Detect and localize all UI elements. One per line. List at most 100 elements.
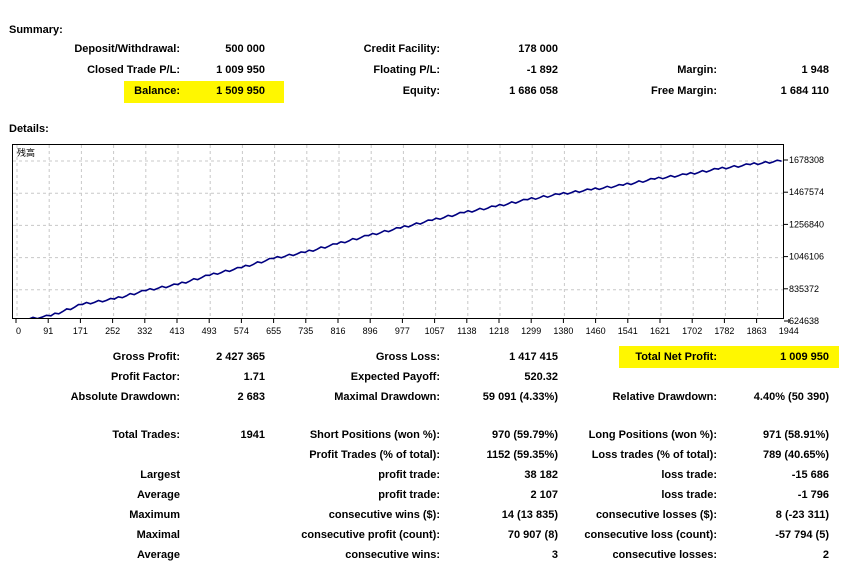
x-tick-label: 896 <box>363 326 378 336</box>
balance-point <box>494 205 497 208</box>
balance-point <box>590 188 592 191</box>
relative-drawdown-value: 4.40% (50 390) <box>753 391 829 403</box>
x-tick-label: 1460 <box>586 326 606 336</box>
y-tick-label: 835372 <box>789 284 819 294</box>
balance-point <box>50 315 52 317</box>
balance-point <box>145 289 147 292</box>
chart-title: 残高 <box>17 147 35 158</box>
balance-point <box>113 298 116 300</box>
x-tick-label: 1541 <box>618 326 638 336</box>
balance-point <box>463 211 465 214</box>
x-tick-label: 1863 <box>747 326 767 336</box>
balance-point <box>177 283 179 286</box>
balance-highlight <box>124 81 284 103</box>
balance-point <box>622 184 624 186</box>
deposit-label: Deposit/Withdrawal: <box>74 43 180 55</box>
x-tick-label: 1702 <box>682 326 702 336</box>
profit-trades-label: Profit Trades (% of total): <box>309 449 440 461</box>
row-left-label: Largest <box>140 469 180 481</box>
total-trades-label: Total Trades: <box>112 429 180 441</box>
x-tick-label: 1944 <box>779 326 799 336</box>
balance-point <box>336 243 338 245</box>
balance-point <box>526 198 529 201</box>
row-mid-label: consecutive wins: <box>345 549 440 561</box>
row-right-value: -57 794 (5) <box>775 529 829 541</box>
expected-payoff-value: 520.32 <box>524 371 558 383</box>
short-positions-label: Short Positions (won %): <box>309 429 440 441</box>
absolute-drawdown-label: Absolute Drawdown: <box>70 391 180 403</box>
floating-pl-label: Floating P/L: <box>373 64 440 76</box>
balance-point <box>431 219 433 222</box>
balance-point <box>685 173 688 176</box>
x-tick-label: 332 <box>137 326 152 336</box>
row-mid-value: 2 107 <box>530 489 558 501</box>
x-tick-label: 977 <box>395 326 410 336</box>
row-mid-label: profit trade: <box>378 469 440 481</box>
row-left-label: Average <box>136 549 180 561</box>
row-left-label: Maximum <box>129 509 180 521</box>
balance-chart: 残高 <box>12 144 784 319</box>
x-tick-label: 252 <box>105 326 120 336</box>
row-right-label: consecutive loss (count): <box>584 529 717 541</box>
profit-factor-label: Profit Factor: <box>110 371 180 383</box>
balance-point <box>558 193 561 196</box>
balance-point <box>304 251 306 254</box>
balance-point <box>653 178 656 180</box>
margin-value: 1 948 <box>801 64 829 76</box>
absolute-drawdown-value: 2 683 <box>237 391 265 403</box>
x-tick-label: 1057 <box>425 326 445 336</box>
short-positions-value: 970 (59.79%) <box>491 429 558 441</box>
row-right-label: loss trade: <box>661 489 717 501</box>
closed-trade-value: 1 009 950 <box>216 64 265 76</box>
x-tick-label: 0 <box>16 326 21 336</box>
row-left-label: Average <box>136 489 180 501</box>
equity-value: 1 686 058 <box>509 85 558 97</box>
row-right-label: consecutive losses ($): <box>595 509 717 521</box>
x-tick-label: 171 <box>73 326 88 336</box>
row-left-label: Maximal <box>136 529 180 541</box>
free-margin-value: 1 684 110 <box>780 85 829 97</box>
total-trades-value: 1941 <box>240 429 265 441</box>
balance-point <box>208 274 211 277</box>
free-margin-label: Free Margin: <box>650 85 717 97</box>
equity-label: Equity: <box>402 85 440 97</box>
row-right-value: -15 686 <box>791 469 829 481</box>
details-heading: Details: <box>9 123 49 135</box>
row-mid-label: consecutive profit (count): <box>301 529 440 541</box>
gross-profit-label: Gross Profit: <box>112 351 180 363</box>
row-mid-label: consecutive wins ($): <box>328 509 440 521</box>
balance-value: 1 509 950 <box>216 85 265 97</box>
x-tick-label: 1621 <box>650 326 670 336</box>
maximal-drawdown-value: 59 091 (4.33%) <box>482 391 558 403</box>
x-tick-label: 816 <box>330 326 345 336</box>
x-tick-label: 1299 <box>521 326 541 336</box>
x-tick-label: 413 <box>169 326 184 336</box>
y-tick-label: 1256840 <box>789 219 824 229</box>
row-right-label: loss trade: <box>661 469 717 481</box>
relative-drawdown-label: Relative Drawdown: <box>612 391 717 403</box>
x-tick-label: 91 <box>43 326 53 336</box>
row-right-value: 8 (-23 311) <box>775 509 829 521</box>
loss-trades-label: Loss trades (% of total): <box>591 449 717 461</box>
balance-series-line <box>29 159 782 318</box>
balance-point <box>717 168 720 170</box>
deposit-value: 500 000 <box>225 43 265 55</box>
balance-label: Balance: <box>134 85 180 97</box>
margin-label: Margin: <box>677 64 717 76</box>
balance-point <box>749 163 752 166</box>
profit-trades-value: 1152 (59.35%) <box>486 449 558 461</box>
x-tick-label: 574 <box>234 326 249 336</box>
y-tick-label: 1046106 <box>789 252 824 262</box>
y-tick-label: 624638 <box>789 316 819 326</box>
loss-trades-value: 789 (40.65%) <box>762 449 829 461</box>
y-tick-label: 1467574 <box>789 187 824 197</box>
total-net-profit-highlight <box>619 346 839 368</box>
x-tick-label: 655 <box>266 326 281 336</box>
balance-point <box>272 257 275 260</box>
x-tick-label: 493 <box>202 326 217 336</box>
balance-point <box>367 234 370 237</box>
balance-point <box>780 160 782 162</box>
row-mid-value: 3 <box>551 549 558 561</box>
x-tick-label: 1380 <box>553 326 573 336</box>
row-right-value: -1 796 <box>797 489 829 501</box>
